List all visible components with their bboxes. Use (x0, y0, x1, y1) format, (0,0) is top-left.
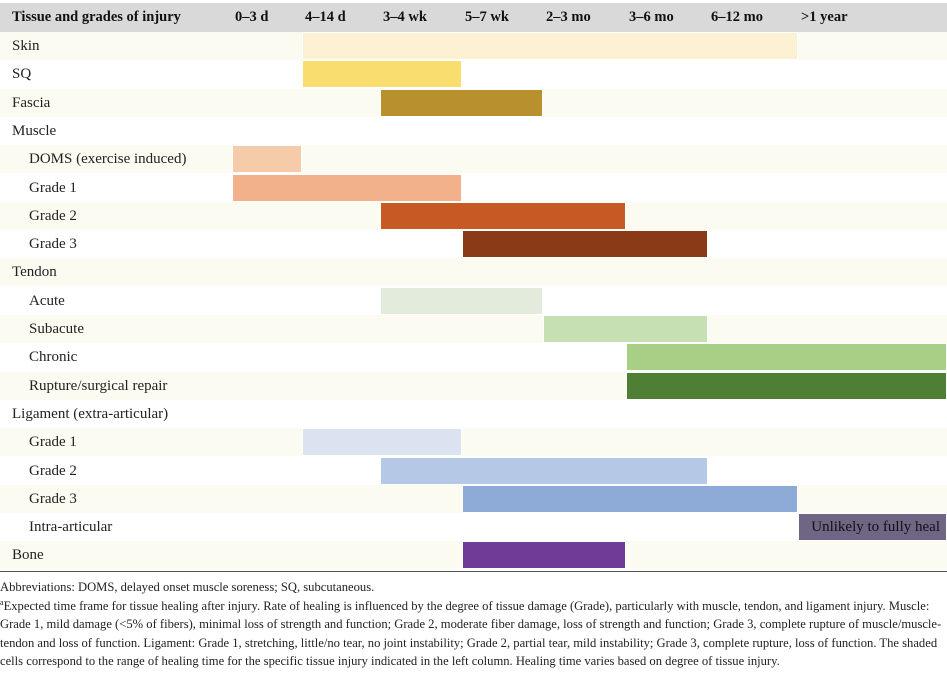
row-label: Muscle (12, 122, 57, 139)
healing-range-bar (462, 541, 626, 570)
row-label: Grade 1 (29, 179, 77, 196)
row-label: Ligament (extra-articular) (12, 405, 169, 422)
table-header-row (0, 3, 947, 32)
table-row (0, 428, 947, 457)
bar-note: Unlikely to fully heal (811, 519, 940, 536)
row-label: Grade 1 (29, 434, 77, 451)
healing-time-table: Tissue and grades of injury 0–3 d 4–14 d 3–… (0, 3, 947, 572)
healing-range-bar (380, 88, 543, 117)
healing-footnote: aExpected time frame for tissue healing … (0, 597, 945, 671)
table-footnotes: Abbreviations: DOMS, delayed onset muscl… (0, 578, 945, 671)
row-label: Fascia (12, 94, 51, 111)
healing-range-bar (380, 456, 708, 485)
row-label: Acute (29, 292, 65, 309)
healing-range-bar (462, 484, 798, 513)
healing-range-bar: Unlikely to fully heal (798, 513, 947, 542)
healing-range-bar (302, 428, 462, 457)
healing-range-bar (232, 173, 462, 202)
header-timeframe: >1 year (801, 9, 848, 25)
healing-range-bar (380, 286, 543, 315)
row-label: Bone (12, 547, 44, 564)
row-label: Intra-articular (29, 519, 113, 536)
header-timeframe: 6–12 mo (711, 9, 763, 25)
header-timeframe: 3–6 mo (629, 9, 674, 25)
row-label: SQ (12, 66, 32, 83)
row-label: Subacute (29, 321, 84, 337)
table-row (0, 60, 947, 88)
table-row (0, 145, 947, 174)
row-label: Grade 3 (29, 490, 77, 507)
header-timeframe: 0–3 d (235, 9, 269, 25)
header-timeframe: 3–4 wk (383, 9, 427, 25)
healing-range-bar (232, 145, 302, 174)
header-timeframe: 2–3 mo (546, 9, 591, 25)
table-row (0, 258, 947, 287)
row-label: Skin (12, 38, 40, 54)
row-label: Chronic (29, 349, 78, 366)
healing-range-bar (302, 60, 462, 89)
healing-range-bar (380, 201, 626, 230)
row-label: DOMS (exercise induced) (29, 151, 187, 168)
header-timeframe: 5–7 wk (465, 9, 509, 25)
row-label: Grade 2 (29, 207, 77, 224)
header-tissue: Tissue and grades of injury (12, 9, 181, 25)
healing-range-bar (302, 32, 798, 60)
footnote-text: Expected time frame for tissue healing a… (0, 598, 942, 669)
row-label: Tendon (12, 264, 57, 281)
abbreviations-note: Abbreviations: DOMS, delayed onset muscl… (0, 580, 375, 594)
table-bottom-rule (0, 570, 947, 572)
healing-range-bar (543, 315, 708, 343)
healing-range-bar (626, 371, 947, 400)
footnote-marker: a (0, 597, 4, 607)
row-label: Grade 2 (29, 462, 77, 479)
healing-range-bar (462, 230, 708, 259)
row-label: Grade 3 (29, 236, 77, 253)
table-row (0, 174, 947, 202)
healing-range-bar (626, 343, 947, 372)
header-timeframe: 4–14 d (305, 9, 346, 25)
row-label: Rupture/surgical repair (29, 377, 168, 394)
table-row (0, 117, 947, 145)
table-row (0, 315, 947, 343)
